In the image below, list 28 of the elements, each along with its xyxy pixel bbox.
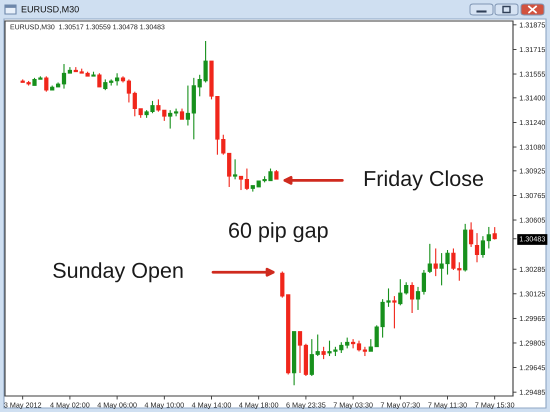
candlestick xyxy=(434,248,438,277)
candlestick xyxy=(492,226,497,240)
candlestick xyxy=(180,108,184,120)
candlestick xyxy=(362,346,368,357)
annotation: Sunday Open xyxy=(53,262,183,282)
candlestick xyxy=(298,330,302,374)
candlestick xyxy=(321,346,326,360)
candlestick xyxy=(445,249,450,276)
chart-title: EURUSD,M30 xyxy=(22,6,79,14)
candlestick xyxy=(468,222,474,248)
candlestick xyxy=(422,269,426,296)
candlestick xyxy=(439,252,444,286)
candlestick xyxy=(238,176,244,191)
candlestick xyxy=(44,76,48,92)
candlestick xyxy=(416,286,420,310)
candlestick xyxy=(150,100,155,114)
candlestick xyxy=(97,72,102,88)
candlestick xyxy=(410,282,414,314)
annotation: 60 pip gap xyxy=(229,222,328,242)
candlestick xyxy=(474,232,480,263)
candlestick xyxy=(274,170,279,180)
candlestick xyxy=(428,243,432,274)
candlestick xyxy=(268,168,273,182)
candlestick xyxy=(62,63,66,90)
candlestick xyxy=(327,340,332,357)
candlestick xyxy=(356,340,362,352)
annotation: Friday Close xyxy=(364,170,484,190)
candlestick xyxy=(244,168,250,191)
